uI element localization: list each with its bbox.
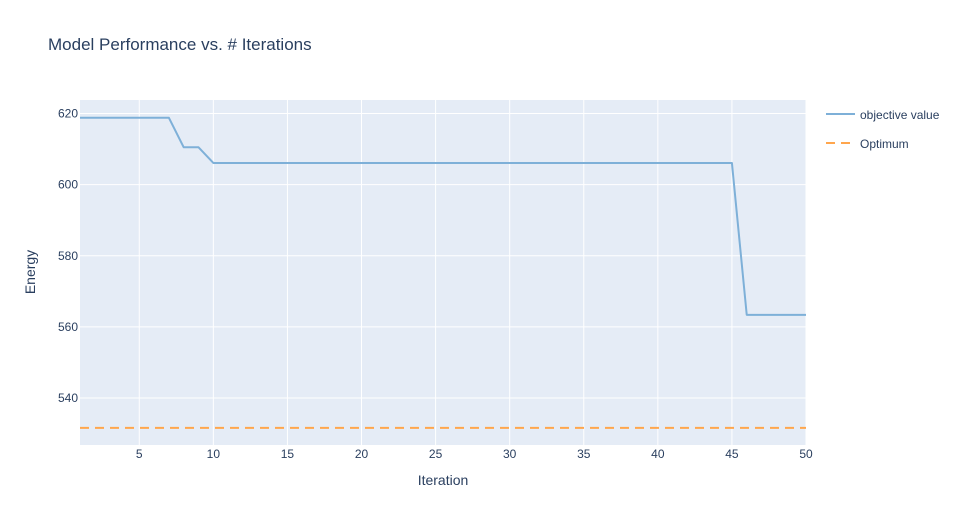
y-tick-label: 540 [58, 391, 78, 405]
legend-item[interactable]: objective value [826, 108, 940, 122]
x-tick-label: 5 [136, 447, 143, 461]
y-tick-label: 580 [58, 249, 78, 263]
gridlines [80, 100, 807, 445]
y-axis-ticks: 540 560 580 600 620 [58, 107, 78, 406]
x-tick-label: 20 [355, 447, 369, 461]
x-tick-label: 30 [503, 447, 517, 461]
x-tick-label: 15 [281, 447, 295, 461]
x-tick-label: 10 [207, 447, 221, 461]
plot-area [80, 100, 806, 445]
x-axis-ticks: 5 10 15 20 25 30 35 40 45 50 [136, 447, 813, 461]
y-tick-label: 600 [58, 178, 78, 192]
x-tick-label: 50 [799, 447, 813, 461]
x-axis-title: Iteration [418, 472, 469, 488]
series-line-objective-value [80, 116, 806, 316]
legend[interactable]: objective value Optimum [826, 108, 940, 151]
y-tick-label: 560 [58, 320, 78, 334]
x-tick-label: 25 [429, 447, 443, 461]
y-tick-label: 620 [58, 107, 78, 121]
legend-label: objective value [860, 108, 940, 122]
x-tick-label: 45 [725, 447, 739, 461]
x-tick-label: 35 [577, 447, 591, 461]
chart-title: Model Performance vs. # Iterations [48, 35, 312, 54]
x-tick-label: 40 [651, 447, 665, 461]
series-layer [80, 116, 806, 429]
legend-item[interactable]: Optimum [826, 137, 909, 151]
legend-label: Optimum [860, 137, 909, 151]
y-axis-title: Energy [22, 250, 38, 294]
